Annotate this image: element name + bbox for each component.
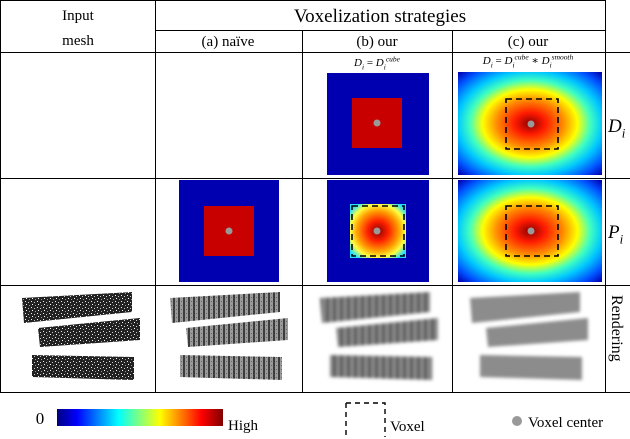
formula: Di = Dicube ∗ Dismooth	[482, 53, 574, 70]
map-c-p	[458, 180, 602, 282]
render-b	[320, 292, 438, 380]
colorbar	[57, 409, 223, 426]
column-label: (c) our	[508, 34, 548, 50]
header-label: mesh	[62, 33, 94, 49]
map-c-d	[458, 72, 602, 175]
render-input	[22, 292, 140, 380]
row-label: Di	[607, 116, 626, 141]
math-token: =	[364, 57, 376, 69]
math-token: i	[384, 62, 386, 71]
math-token: =	[493, 55, 505, 67]
legend-voxel-center: Voxel center	[528, 415, 603, 431]
render-c	[470, 292, 588, 380]
formula: Di = Dicube	[353, 55, 401, 72]
math-token: Rendering	[608, 295, 625, 362]
figure: Input mesh Voxelization strategies (a) n…	[0, 0, 630, 439]
legend-min: 0	[36, 409, 45, 428]
render-naive	[170, 292, 288, 380]
legend-max: High	[228, 418, 259, 434]
map-a-p	[179, 180, 279, 282]
math-token: D	[504, 55, 513, 67]
voxel-icon	[346, 403, 385, 437]
math-token: i	[550, 60, 552, 69]
header-title: Voxelization strategies	[294, 6, 466, 27]
row-label: Rendering	[608, 295, 625, 362]
math-token: i	[620, 232, 624, 247]
legend-voxel: Voxel	[390, 419, 425, 435]
math-token: ∗	[529, 55, 542, 67]
math-token: i	[512, 60, 514, 69]
math-token: cube	[515, 53, 530, 62]
math-token: smooth	[552, 53, 574, 62]
header-label: Input	[62, 8, 94, 24]
math-token: D	[482, 55, 491, 67]
math-token: cube	[386, 55, 401, 64]
map-b-p	[327, 180, 429, 282]
math-token: D	[541, 55, 550, 67]
column-label: (a) naïve	[202, 34, 255, 50]
math-token: D	[375, 57, 384, 69]
math-token: i	[622, 126, 626, 141]
row-label: Pi	[607, 222, 624, 247]
map-b-d	[327, 73, 429, 175]
voxel-center-icon	[512, 416, 522, 426]
math-token: D	[607, 116, 622, 137]
math-token: P	[607, 222, 620, 243]
math-token: D	[353, 57, 362, 69]
column-label: (b) our	[356, 34, 397, 50]
